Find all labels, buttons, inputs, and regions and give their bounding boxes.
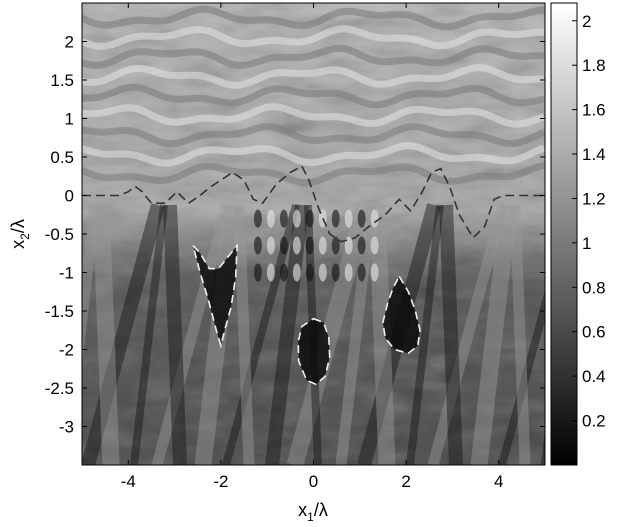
colorbar-tick-label: 0.2 <box>582 412 606 431</box>
colorbar-tick-label: 1.8 <box>582 56 606 75</box>
scatterer-ellipse <box>297 317 331 386</box>
y-axis-label: x2/λ <box>8 219 32 249</box>
speckle <box>266 263 275 282</box>
interface-layer <box>82 165 545 243</box>
wave-band <box>82 142 545 167</box>
x-tick-label: 0 <box>309 472 318 491</box>
speckle <box>305 209 314 228</box>
speckle <box>331 209 340 228</box>
y-tick-label: -2.5 <box>45 379 74 398</box>
speckle <box>266 209 275 228</box>
speckle <box>253 236 262 255</box>
speckle <box>344 263 353 282</box>
wave-band <box>82 161 545 187</box>
speckle <box>292 263 301 282</box>
field-streak <box>470 204 518 465</box>
speckle <box>370 236 379 255</box>
x-axis-label: x1/λ <box>298 500 328 524</box>
speckle <box>253 209 262 228</box>
speckle <box>305 236 314 255</box>
upper-wave-bands <box>82 5 545 187</box>
wave-band <box>82 122 545 148</box>
field-streak <box>498 289 545 465</box>
field-streak <box>286 202 374 465</box>
field-streak <box>130 204 168 465</box>
colorbar-ticks: 2 1.8 1.6 1.4 1.2 1 0.8 0.6 0.4 0.2 <box>572 12 606 431</box>
speckle <box>344 209 353 228</box>
y-tick-label: 1.5 <box>50 71 74 90</box>
scatterer-layer <box>192 243 421 386</box>
field-streak <box>335 204 377 465</box>
x-tick-label: -2 <box>213 472 228 491</box>
y-tick-label: -0.5 <box>45 225 74 244</box>
field-streak <box>427 203 509 465</box>
wave-band <box>82 103 545 128</box>
colorbar-tick-label: 2 <box>582 12 591 31</box>
field-streak <box>32 205 42 465</box>
speckle <box>318 236 327 255</box>
speckle <box>292 236 301 255</box>
colorbar-gradient <box>550 2 578 466</box>
x-tick-label: -4 <box>121 472 136 491</box>
field-streak <box>163 204 187 465</box>
field-streak <box>92 204 120 465</box>
speckle <box>305 263 314 282</box>
field-streak <box>82 204 101 366</box>
speckle <box>279 209 288 228</box>
field-streak <box>233 204 255 465</box>
wave-band <box>82 83 545 109</box>
field-streak <box>368 204 396 465</box>
interface-curve <box>82 165 545 243</box>
scatterer-inverted-teardrop <box>192 243 239 349</box>
lower-field-streaks <box>32 202 545 465</box>
speckle <box>279 263 288 282</box>
field-streak <box>82 203 165 465</box>
y-tick-label: -2 <box>59 341 74 360</box>
speckle <box>357 209 366 228</box>
speckle <box>357 236 366 255</box>
speckle <box>331 236 340 255</box>
speckle <box>370 263 379 282</box>
y-tick-label: 1 <box>65 110 74 129</box>
speckle <box>370 209 379 228</box>
wave-band <box>82 63 545 89</box>
colorbar-tick-label: 1.2 <box>582 189 606 208</box>
scatterer-teardrop <box>382 274 421 355</box>
y-tick-label: -1 <box>59 264 74 283</box>
heatmap-texture <box>82 3 545 465</box>
colorbar-tick-label: 1 <box>582 234 591 253</box>
speckle <box>266 236 275 255</box>
y-tick-label: 2 <box>65 33 74 52</box>
speckle <box>292 209 301 228</box>
y-tick-label: -3 <box>59 418 74 437</box>
field-streak <box>151 203 233 465</box>
speckle <box>344 236 353 255</box>
speckle <box>331 263 340 282</box>
colorbar-tick-label: 1.4 <box>582 145 606 164</box>
y-tick-label: 0 <box>65 187 74 206</box>
x-tick-label: 2 <box>401 472 410 491</box>
speckle <box>253 263 262 282</box>
heatmap-image <box>32 3 545 465</box>
x-axis-ticks: -4 -2 0 2 4 <box>121 3 503 491</box>
colorbar-tick-label: 1.6 <box>582 101 606 120</box>
y-tick-label: -1.5 <box>45 302 74 321</box>
speckle <box>318 263 327 282</box>
field-streak <box>509 204 531 465</box>
colorbar-tick-label: 0.6 <box>582 323 606 342</box>
speckle <box>279 236 288 255</box>
field-streak <box>439 204 463 465</box>
field-streak <box>406 204 444 465</box>
wave-band <box>82 5 545 31</box>
colorbar-tick-label: 0.8 <box>582 278 606 297</box>
speckle <box>357 263 366 282</box>
x-tick-label: 4 <box>494 472 503 491</box>
y-axis-ticks: 2 1.5 1 0.5 0 -0.5 -1 -1.5 -2 -2.5 -3 <box>45 33 545 437</box>
wave-band <box>82 25 545 50</box>
wave-band <box>82 44 545 69</box>
y-tick-label: 0.5 <box>50 148 74 167</box>
colorbar-tick-label: 0.4 <box>582 367 606 386</box>
colorbar: 2 1.8 1.6 1.4 1.2 1 0.8 0.6 0.4 0.2 <box>550 2 606 466</box>
